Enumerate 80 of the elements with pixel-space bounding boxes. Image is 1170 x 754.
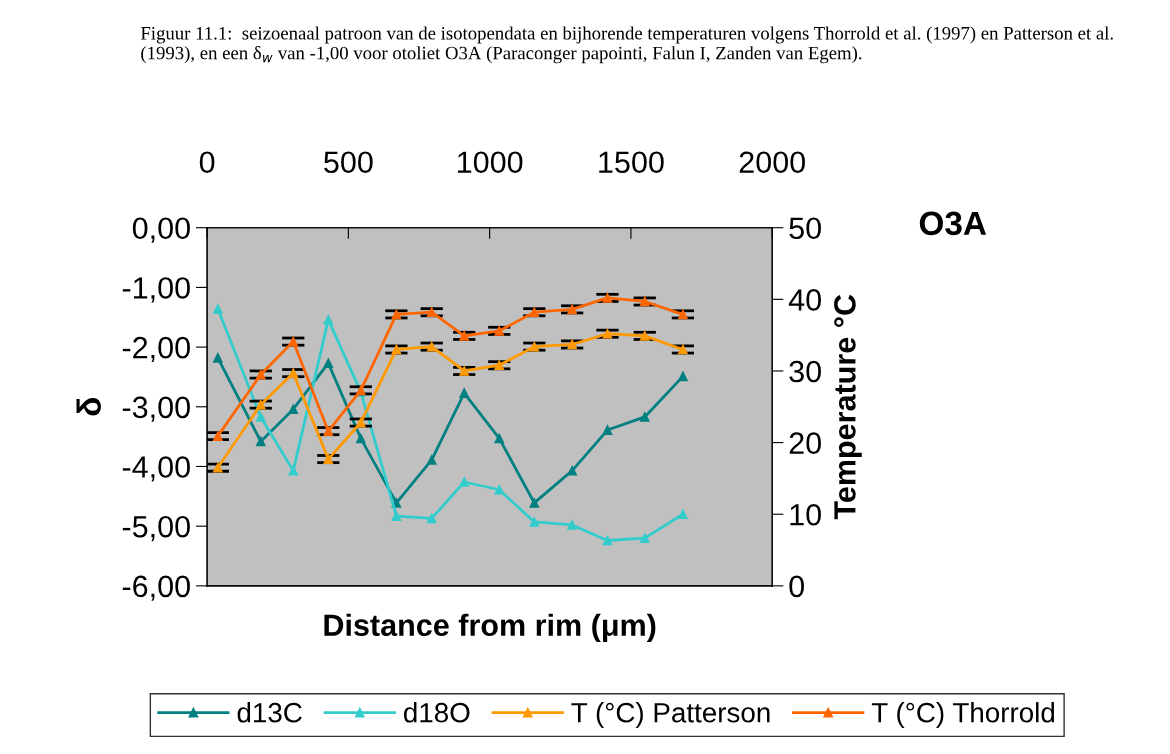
y2-tick-label: 20 (789, 432, 821, 454)
point (639, 533, 650, 543)
point (567, 465, 578, 476)
x-tick-label: 0 (199, 151, 215, 174)
point (212, 304, 223, 314)
point (288, 336, 299, 347)
y2-tick-label: 40 (788, 289, 821, 311)
point (639, 331, 650, 341)
point (494, 360, 505, 371)
point (391, 309, 402, 320)
point (212, 352, 223, 363)
point (602, 535, 613, 546)
point (494, 484, 505, 495)
point (494, 433, 505, 444)
point (567, 339, 578, 350)
x-tick-label: 1500 (599, 151, 664, 174)
point (426, 455, 437, 465)
point (529, 341, 540, 352)
point (391, 344, 402, 355)
y-tick-label: -6,00 (122, 575, 190, 601)
point (323, 426, 334, 436)
y2-tick-label: 0 (789, 575, 804, 598)
x-tick-label: 1000 (457, 151, 523, 174)
point (567, 520, 578, 530)
point (288, 368, 299, 378)
text: O3A (919, 211, 987, 236)
point (288, 465, 299, 476)
y-tick-label: -1,00 (122, 277, 190, 303)
point (678, 344, 688, 355)
point (426, 513, 437, 524)
legend-label: d13C (237, 702, 302, 723)
point (255, 369, 266, 380)
y2-tick-label: 30 (789, 360, 821, 383)
point (255, 436, 266, 447)
point (602, 328, 613, 339)
point (426, 307, 437, 318)
y-axis-title: δ (76, 398, 101, 416)
x-tick-label: 2000 (739, 151, 805, 174)
point (255, 399, 266, 410)
point (678, 371, 688, 382)
point (567, 304, 578, 315)
point (323, 314, 334, 325)
point (323, 454, 334, 464)
point (602, 293, 613, 303)
point (391, 511, 402, 521)
legend-label: d18O (404, 702, 470, 723)
point (255, 412, 266, 422)
point (459, 366, 470, 376)
point (678, 509, 688, 520)
y-tick-label: -3,00 (122, 396, 190, 422)
chart-title: Figuur 11.1: seizoenaal patroon van de isotopendata en bijhorende temperaturen volgens Thorrold et al. (1997) en Patterson et al. (1993), en een δ$_{w}$ van -1,00 voor otoliet O3A (Paraconger papointi, Falun I, Zanden van Egem). (140, 26, 1113, 64)
point (288, 404, 299, 415)
point (602, 425, 613, 435)
point (494, 325, 505, 336)
y-tick-label: -4,00 (122, 456, 190, 482)
point (212, 462, 223, 473)
point (529, 517, 540, 527)
x-axis-title: Distance from rim (μm) (324, 613, 656, 643)
point (459, 331, 470, 341)
y2-tick-label: 10 (790, 503, 821, 526)
y2-axis-title: Temperature °C (834, 294, 862, 520)
y-tick-label: -5,00 (122, 515, 190, 542)
point (355, 417, 366, 428)
point (639, 412, 650, 422)
point (459, 388, 470, 398)
point (355, 433, 366, 444)
point (639, 296, 650, 307)
point (529, 307, 540, 318)
y-tick-label: 0,00 (132, 217, 190, 243)
point (459, 477, 470, 487)
y-tick-label: -2,00 (122, 336, 190, 363)
legend-label: T (°C) Patterson (571, 702, 770, 728)
point (426, 341, 437, 352)
point (678, 309, 688, 320)
x-tick-label: 500 (324, 151, 373, 174)
point (212, 431, 223, 442)
point (529, 498, 540, 508)
point (323, 358, 334, 369)
legend-label: T (°C) Thorrold (871, 702, 1055, 728)
y2-tick-label: 50 (789, 217, 821, 240)
